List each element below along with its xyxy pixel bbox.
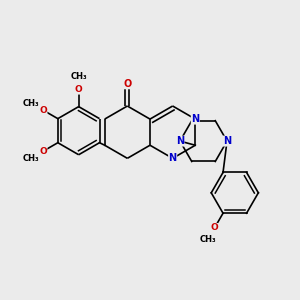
Text: CH₃: CH₃ [70, 71, 87, 80]
Text: CH₃: CH₃ [23, 154, 40, 163]
Text: O: O [123, 79, 131, 89]
Text: N: N [176, 136, 184, 146]
Text: CH₃: CH₃ [200, 235, 216, 244]
Text: CH₃: CH₃ [23, 99, 40, 108]
Text: N: N [169, 153, 177, 163]
Text: O: O [39, 106, 47, 115]
Text: N: N [191, 114, 200, 124]
Text: O: O [211, 224, 218, 232]
Text: N: N [223, 136, 231, 146]
Text: O: O [39, 147, 47, 156]
Text: O: O [75, 85, 83, 94]
